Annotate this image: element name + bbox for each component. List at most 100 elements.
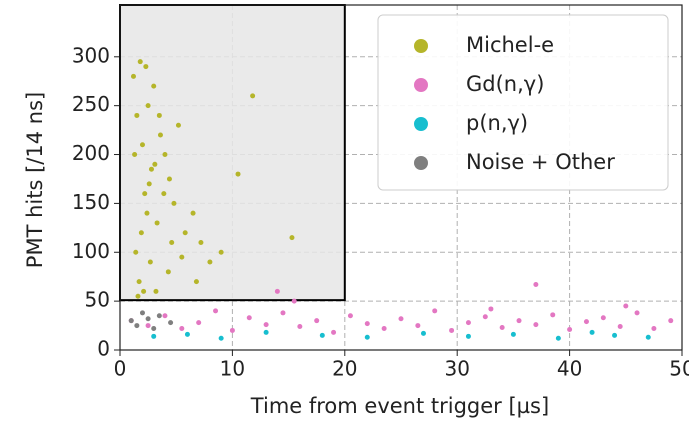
point (184, 331, 190, 337)
x-tick-label: 0 (114, 357, 127, 381)
point (555, 335, 561, 341)
point (668, 318, 674, 324)
point (207, 259, 213, 265)
point (132, 152, 138, 158)
point (229, 327, 235, 333)
point (134, 112, 140, 118)
point (153, 288, 159, 294)
legend-label: Michel-e (466, 33, 554, 57)
point (175, 122, 181, 128)
point (634, 310, 640, 316)
point (218, 249, 224, 255)
point (147, 259, 153, 265)
point (196, 320, 202, 326)
point (550, 312, 556, 318)
point (152, 161, 158, 167)
point (162, 313, 168, 319)
point (263, 322, 269, 328)
point (250, 93, 256, 99)
point (148, 166, 154, 172)
point (154, 220, 160, 226)
point (533, 322, 539, 328)
point (139, 310, 145, 316)
point (398, 316, 404, 322)
point (364, 321, 370, 327)
y-axis-label: PMT hits [/14 ns] (23, 92, 47, 268)
point (134, 323, 140, 329)
point (146, 181, 152, 187)
point (246, 315, 252, 321)
point (617, 324, 623, 330)
point (331, 329, 337, 335)
point (145, 316, 151, 322)
point (144, 210, 150, 216)
point (314, 318, 320, 324)
point (432, 308, 438, 314)
point (488, 306, 494, 312)
y-tick-label: 250 (72, 92, 110, 116)
point (198, 239, 204, 245)
legend-box (377, 14, 669, 191)
point (156, 112, 162, 118)
point (161, 191, 167, 197)
legend-marker (414, 156, 428, 170)
point (347, 313, 353, 319)
point (145, 103, 151, 109)
legend-label: p(n,γ) (466, 111, 528, 135)
point (482, 314, 488, 320)
point (136, 279, 142, 285)
point (623, 303, 629, 309)
point (589, 329, 595, 335)
point (235, 171, 241, 177)
point (162, 152, 168, 158)
point (151, 333, 157, 339)
legend-marker (414, 117, 428, 131)
point (142, 191, 148, 197)
point (364, 334, 370, 340)
y-tick-label: 300 (72, 43, 110, 67)
point (420, 330, 426, 336)
legend-marker (414, 39, 428, 53)
point (612, 332, 618, 338)
point (179, 254, 185, 260)
point (516, 318, 522, 324)
point (533, 282, 539, 288)
point (151, 83, 157, 89)
point (583, 319, 589, 325)
point (182, 230, 188, 236)
point (179, 325, 185, 331)
point (157, 132, 163, 138)
y-tick-label: 0 (97, 337, 110, 361)
highlight-region (119, 4, 346, 302)
point (128, 318, 134, 324)
point (280, 310, 286, 316)
point (193, 279, 199, 285)
point (263, 329, 269, 335)
legend-label: Noise + Other (466, 150, 615, 174)
point (289, 235, 295, 241)
point (166, 176, 172, 182)
x-tick-label: 30 (444, 357, 469, 381)
point (145, 323, 151, 329)
point (600, 315, 606, 321)
point (151, 325, 157, 331)
point (171, 200, 177, 206)
legend-marker (414, 78, 428, 92)
point (190, 210, 196, 216)
point (291, 298, 297, 304)
point (651, 325, 657, 331)
x-tick-label: 10 (220, 357, 245, 381)
point (213, 308, 219, 314)
point (274, 288, 280, 294)
y-tick-label: 100 (72, 239, 110, 263)
point (139, 142, 145, 148)
point (156, 313, 162, 319)
point (499, 325, 505, 331)
y-tick-label: 150 (72, 190, 110, 214)
point (415, 323, 421, 329)
point (141, 288, 147, 294)
point (449, 327, 455, 333)
x-tick-label: 50 (669, 357, 689, 381)
legend-label: Gd(n,γ) (466, 72, 544, 96)
y-tick-label: 200 (72, 141, 110, 165)
